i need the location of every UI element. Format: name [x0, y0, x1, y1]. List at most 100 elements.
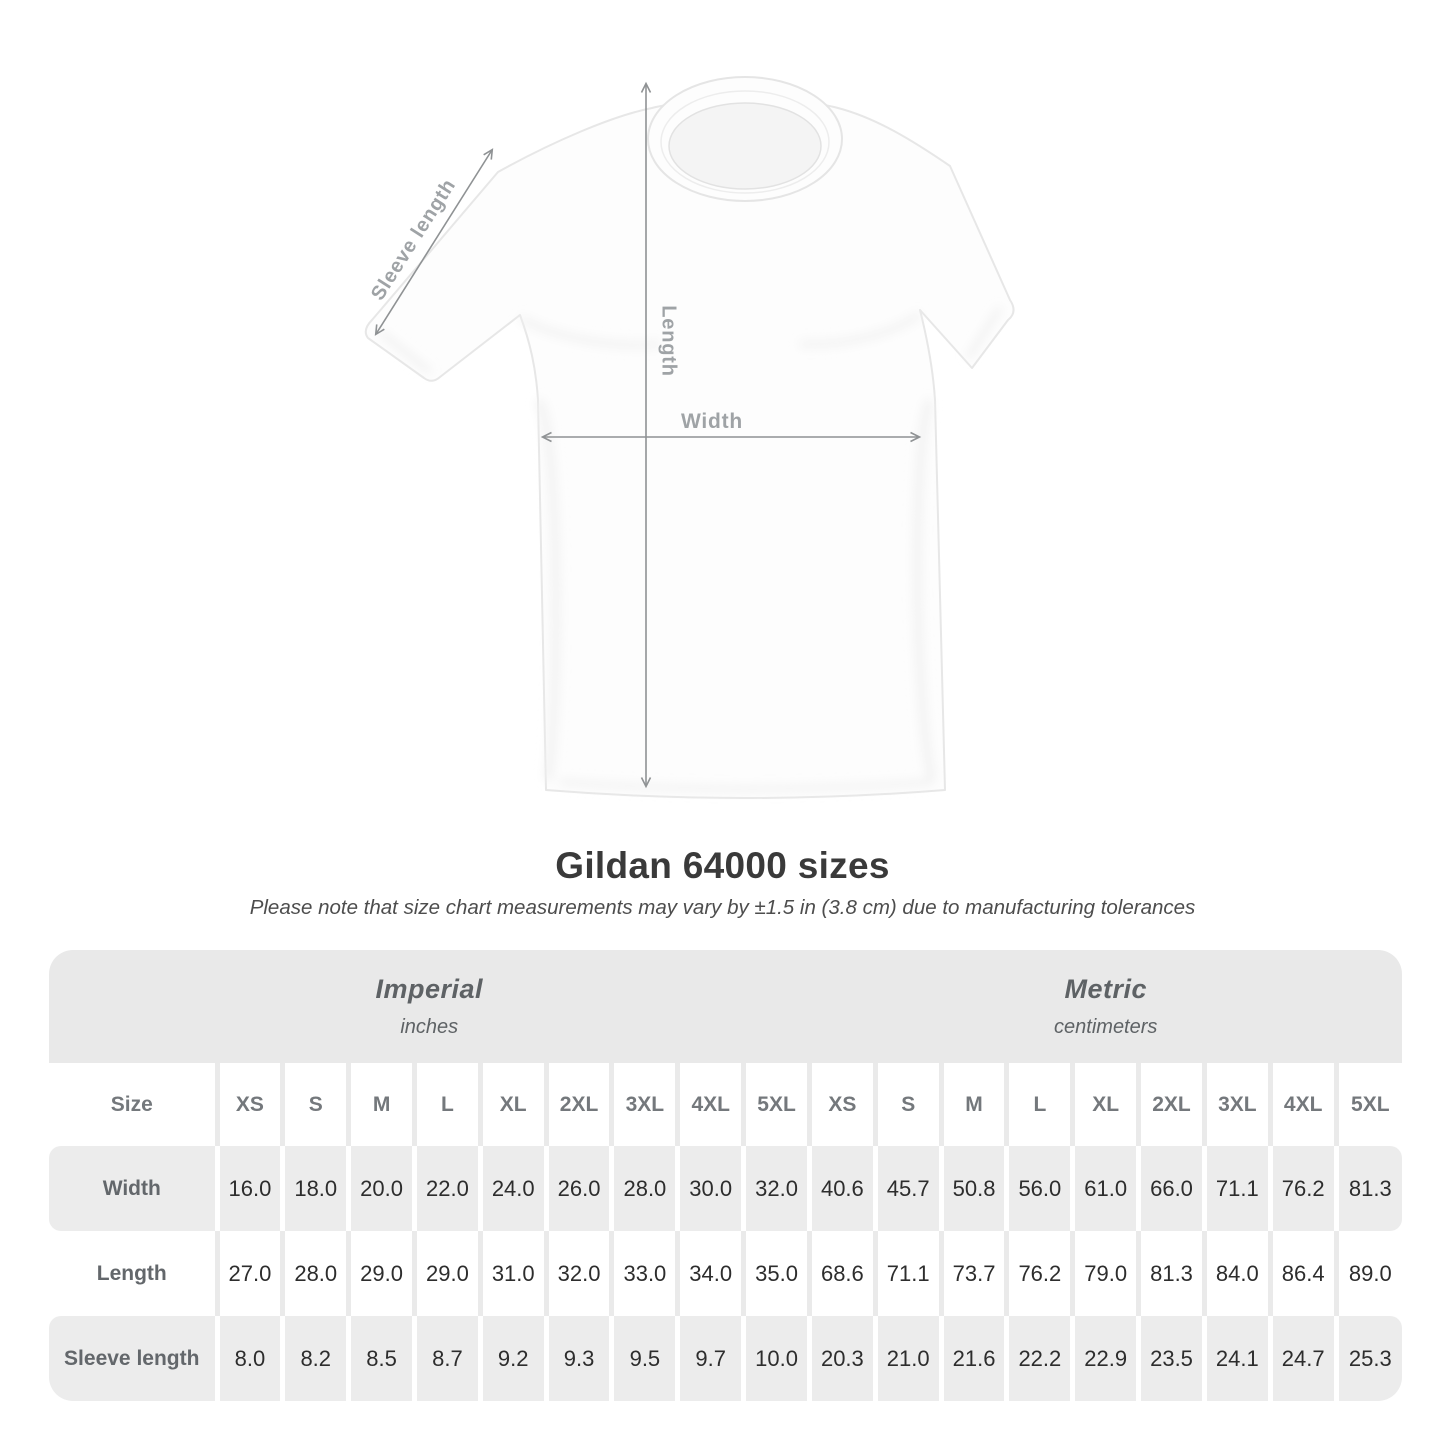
measurement-value-cell: 23.5 — [1136, 1316, 1205, 1401]
imperial-section-unit: inches — [400, 1016, 459, 1038]
measurement-row: Width 16.0 18.0 20.0 22.0 24.0 26.0 28.0 30.0 32.… — [49, 1146, 1402, 1231]
size-column-header: 2XL — [543, 1063, 612, 1146]
measurement-value-cell: 45.7 — [872, 1146, 942, 1231]
size-column-header: 3XL — [609, 1063, 678, 1146]
measurement-value-cell: 8.0 — [214, 1316, 283, 1401]
size-column-header: L — [1004, 1063, 1073, 1146]
measurement-value-cell: 35.0 — [741, 1231, 810, 1316]
size-chart: Imperial inches Metric centimeters Size … — [49, 950, 1402, 1401]
measurement-value-cell: 86.4 — [1267, 1231, 1337, 1316]
measurement-value-cell: 26.0 — [543, 1146, 612, 1231]
size-column-header: XL — [1070, 1063, 1139, 1146]
measurement-value-cell: 81.3 — [1136, 1231, 1205, 1316]
measurement-value-cell: 21.6 — [938, 1316, 1007, 1401]
size-column-header: M — [346, 1063, 415, 1146]
size-column-header: 4XL — [675, 1063, 744, 1146]
size-column-header: 5XL — [1333, 1063, 1402, 1146]
measurement-value-cell: 73.7 — [938, 1231, 1007, 1316]
measurement-value-cell: 8.7 — [411, 1316, 481, 1401]
measurement-value-cell: 9.7 — [675, 1316, 744, 1401]
measurement-value-cell: 8.2 — [280, 1316, 349, 1401]
measurement-value-cell: 9.5 — [609, 1316, 678, 1401]
measurement-value-cell: 32.0 — [741, 1146, 810, 1231]
measurement-value-cell: 24.1 — [1201, 1316, 1271, 1401]
collar-outer-shape — [647, 76, 843, 202]
imperial-header-cell: Imperial inches — [49, 950, 810, 1063]
size-chart-body: Width 16.0 18.0 20.0 22.0 24.0 26.0 28.0 30.0 32.… — [49, 1146, 1402, 1401]
sizes-header-row: Size XS S M L XL 2XL 3XL 4XL 5XL XS S M L XL 2XL 3XL 4XL… — [49, 1063, 1402, 1146]
size-column-header: XL — [477, 1063, 547, 1146]
measurement-value-cell: 31.0 — [477, 1231, 547, 1316]
imperial-section-title: Imperial — [375, 974, 483, 1004]
collar-opening-shape — [668, 102, 822, 190]
page-title: Gildan 64000 sizes — [555, 845, 890, 886]
measurement-row-label: Sleeve length — [49, 1316, 217, 1401]
measurement-row: Sleeve length 8.0 8.2 8.5 8.7 9.2 9.3 9.5 9.7 10.… — [49, 1316, 1402, 1401]
length-label: Length — [657, 305, 680, 377]
measurement-value-cell: 21.0 — [872, 1316, 942, 1401]
sleeve-length-label: Sleeve length — [366, 175, 461, 305]
size-column-header: S — [872, 1063, 942, 1146]
measurement-row: Length 27.0 28.0 29.0 29.0 31.0 32.0 33.0 34.0 35… — [49, 1231, 1402, 1316]
measurement-value-cell: 89.0 — [1333, 1231, 1402, 1316]
measurement-value-cell: 66.0 — [1136, 1146, 1205, 1231]
measurement-value-cell: 22.9 — [1070, 1316, 1139, 1401]
measurement-value-cell: 34.0 — [675, 1231, 744, 1316]
width-label: Width — [680, 410, 744, 433]
measurement-value-cell: 81.3 — [1333, 1146, 1402, 1231]
size-column-title: Size — [49, 1063, 217, 1146]
metric-section-unit: centimeters — [1054, 1016, 1158, 1038]
size-column-header: 4XL — [1267, 1063, 1337, 1146]
measurement-value-cell: 22.0 — [411, 1146, 481, 1231]
measurement-value-cell: 9.2 — [477, 1316, 547, 1401]
tolerance-note: Please note that size chart measurements… — [249, 896, 1196, 919]
measurement-value-cell: 29.0 — [411, 1231, 481, 1316]
size-column-header: L — [411, 1063, 481, 1146]
measurement-value-cell: 84.0 — [1201, 1231, 1271, 1316]
measurement-value-cell: 56.0 — [1004, 1146, 1073, 1231]
measurement-value-cell: 18.0 — [280, 1146, 349, 1231]
measurement-value-cell: 27.0 — [214, 1231, 283, 1316]
measurement-value-cell: 20.0 — [346, 1146, 415, 1231]
measurement-value-cell: 24.0 — [477, 1146, 547, 1231]
unit-header-row: Imperial inches Metric centimeters — [49, 950, 1402, 1063]
size-column-header: XS — [806, 1063, 876, 1146]
measurement-value-cell: 28.0 — [280, 1231, 349, 1316]
measurement-value-cell: 61.0 — [1070, 1146, 1139, 1231]
size-chart-table: Imperial inches Metric centimeters Size … — [49, 950, 1402, 1401]
collar-ribbing-shape — [660, 90, 830, 194]
measurement-value-cell: 20.3 — [806, 1316, 876, 1401]
measurement-value-cell: 68.6 — [806, 1231, 876, 1316]
measurement-value-cell: 30.0 — [675, 1146, 744, 1231]
size-column-header: 5XL — [741, 1063, 810, 1146]
tshirt-body-shape — [364, 99, 1015, 799]
metric-header-cell: Metric centimeters — [809, 950, 1402, 1063]
measurement-value-cell: 10.0 — [741, 1316, 810, 1401]
size-column-header: S — [280, 1063, 349, 1146]
measurement-value-cell: 29.0 — [346, 1231, 415, 1316]
measurement-row-label: Length — [49, 1231, 217, 1316]
measurement-value-cell: 16.0 — [214, 1146, 283, 1231]
measurement-value-cell: 71.1 — [1201, 1146, 1271, 1231]
measurement-value-cell: 33.0 — [609, 1231, 678, 1316]
metric-section-title: Metric — [1064, 974, 1147, 1004]
measurement-value-cell: 24.7 — [1267, 1316, 1337, 1401]
measurement-value-cell: 50.8 — [938, 1146, 1007, 1231]
measurement-value-cell: 71.1 — [872, 1231, 942, 1316]
measurement-value-cell: 76.2 — [1267, 1146, 1337, 1231]
size-column-header: XS — [214, 1063, 283, 1146]
size-column-header: 2XL — [1136, 1063, 1205, 1146]
sleeve-length-arrow — [374, 148, 494, 336]
measurement-value-cell: 25.3 — [1333, 1316, 1402, 1401]
tshirt-shading — [378, 306, 1003, 792]
size-column-header: 3XL — [1201, 1063, 1271, 1146]
size-column-header: M — [938, 1063, 1007, 1146]
measurement-value-cell: 22.2 — [1004, 1316, 1073, 1401]
measurement-row-label: Width — [49, 1146, 217, 1231]
measurement-value-cell: 76.2 — [1004, 1231, 1073, 1316]
measurement-value-cell: 9.3 — [543, 1316, 612, 1401]
measurement-value-cell: 32.0 — [543, 1231, 612, 1316]
measurement-value-cell: 8.5 — [346, 1316, 415, 1401]
measurement-value-cell: 40.6 — [806, 1146, 876, 1231]
